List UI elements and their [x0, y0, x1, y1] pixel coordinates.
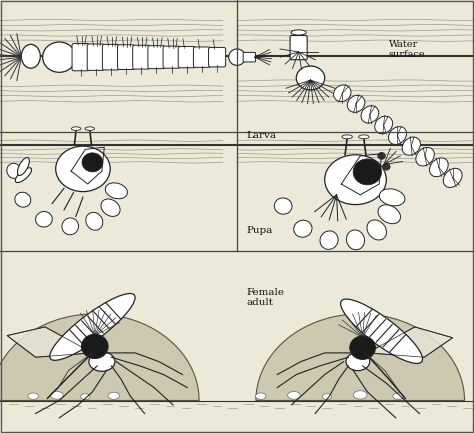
Ellipse shape [393, 393, 403, 399]
Polygon shape [7, 327, 92, 357]
Circle shape [377, 152, 386, 160]
FancyBboxPatch shape [209, 47, 226, 67]
Ellipse shape [367, 220, 386, 240]
Ellipse shape [15, 168, 32, 183]
Ellipse shape [379, 189, 405, 206]
Ellipse shape [72, 127, 81, 130]
Ellipse shape [334, 85, 351, 102]
Ellipse shape [36, 212, 52, 227]
Ellipse shape [15, 192, 31, 207]
Polygon shape [367, 327, 453, 357]
Ellipse shape [320, 231, 338, 249]
FancyBboxPatch shape [102, 45, 119, 70]
Ellipse shape [274, 198, 292, 214]
Circle shape [350, 336, 375, 359]
Ellipse shape [291, 30, 306, 35]
Ellipse shape [108, 392, 119, 399]
FancyBboxPatch shape [163, 46, 180, 68]
Ellipse shape [101, 199, 120, 216]
Ellipse shape [429, 158, 448, 177]
FancyBboxPatch shape [118, 45, 135, 69]
Ellipse shape [7, 163, 21, 178]
Text: Pupa: Pupa [246, 226, 273, 235]
Ellipse shape [85, 127, 94, 130]
Circle shape [382, 163, 391, 171]
Ellipse shape [105, 183, 128, 199]
Ellipse shape [354, 391, 367, 399]
Ellipse shape [28, 393, 38, 399]
Ellipse shape [21, 45, 40, 68]
Ellipse shape [51, 391, 63, 399]
Polygon shape [0, 314, 199, 401]
Ellipse shape [322, 394, 332, 400]
Ellipse shape [55, 146, 110, 191]
Ellipse shape [341, 299, 422, 363]
Bar [0, 132, 474, 251]
Text: Larva: Larva [246, 131, 276, 140]
Ellipse shape [443, 168, 462, 187]
Circle shape [82, 334, 108, 359]
Circle shape [82, 153, 103, 172]
FancyBboxPatch shape [72, 44, 89, 71]
Ellipse shape [402, 137, 420, 155]
FancyBboxPatch shape [243, 52, 255, 62]
Ellipse shape [18, 158, 29, 175]
Ellipse shape [416, 148, 434, 166]
Ellipse shape [62, 218, 79, 235]
Ellipse shape [361, 106, 379, 123]
Ellipse shape [342, 135, 352, 139]
Ellipse shape [81, 394, 90, 400]
Ellipse shape [359, 135, 369, 139]
Ellipse shape [378, 205, 401, 224]
Bar [0, 251, 474, 433]
Ellipse shape [296, 66, 325, 90]
FancyBboxPatch shape [290, 36, 307, 60]
Circle shape [353, 159, 382, 185]
FancyBboxPatch shape [148, 45, 165, 68]
Ellipse shape [86, 212, 103, 230]
Ellipse shape [228, 49, 246, 65]
Ellipse shape [255, 393, 266, 399]
Ellipse shape [50, 294, 135, 360]
Ellipse shape [288, 391, 300, 399]
Ellipse shape [375, 116, 392, 134]
FancyBboxPatch shape [193, 47, 210, 67]
FancyBboxPatch shape [178, 46, 195, 68]
Ellipse shape [325, 155, 386, 205]
Ellipse shape [89, 352, 115, 371]
Ellipse shape [346, 230, 365, 250]
Polygon shape [256, 314, 465, 401]
FancyBboxPatch shape [87, 44, 104, 71]
Bar [0, 0, 474, 132]
Ellipse shape [346, 352, 370, 371]
Ellipse shape [43, 42, 76, 72]
Ellipse shape [388, 126, 407, 145]
Ellipse shape [347, 95, 365, 112]
Text: Female
adult: Female adult [246, 288, 284, 307]
FancyBboxPatch shape [133, 45, 150, 69]
Ellipse shape [294, 220, 312, 237]
Text: Water
surface: Water surface [389, 40, 425, 59]
